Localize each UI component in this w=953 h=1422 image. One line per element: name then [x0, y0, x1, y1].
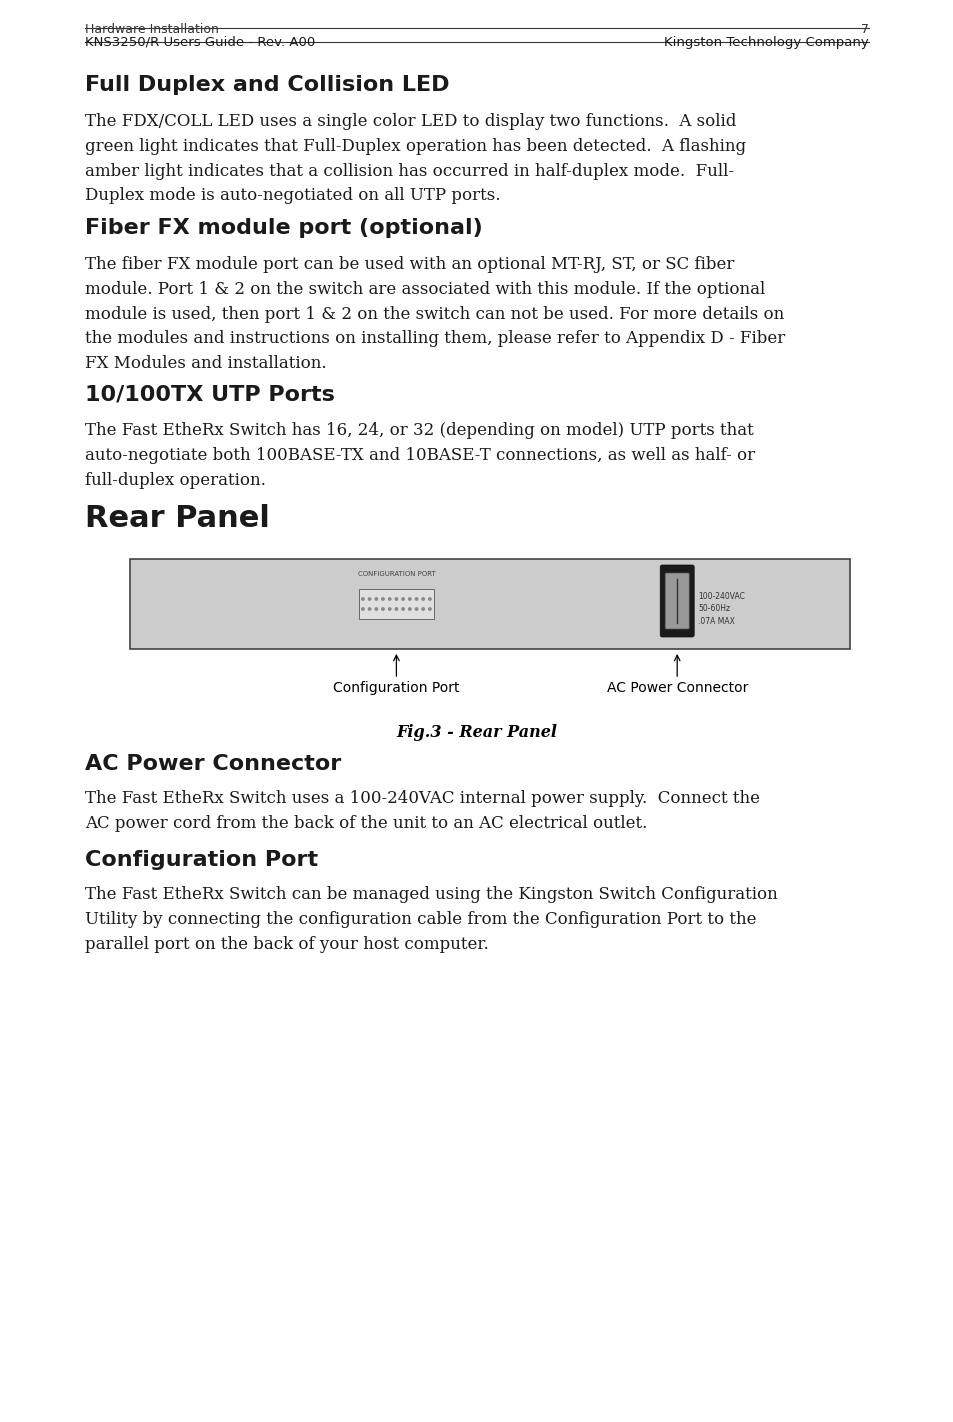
- Text: AC Power Connector: AC Power Connector: [85, 754, 341, 774]
- Circle shape: [408, 597, 411, 600]
- Text: Hardware Installation: Hardware Installation: [85, 23, 218, 36]
- Circle shape: [388, 597, 391, 600]
- Circle shape: [361, 607, 364, 610]
- Text: CONFIGURATION PORT: CONFIGURATION PORT: [357, 572, 435, 577]
- Text: Configuration Port: Configuration Port: [333, 681, 459, 695]
- Text: The fiber FX module port can be used with an optional MT-RJ, ST, or SC fiber
mod: The fiber FX module port can be used wit…: [85, 256, 784, 373]
- Bar: [358, 589, 434, 619]
- Circle shape: [401, 607, 404, 610]
- Text: The FDX/COLL LED uses a single color LED to display two functions.  A solid
gree: The FDX/COLL LED uses a single color LED…: [85, 112, 745, 205]
- Circle shape: [408, 607, 411, 610]
- Circle shape: [368, 607, 371, 610]
- Text: KNS3250/R Users Guide - Rev. A00: KNS3250/R Users Guide - Rev. A00: [85, 36, 314, 48]
- Circle shape: [381, 607, 384, 610]
- Text: Configuration Port: Configuration Port: [85, 850, 317, 870]
- Circle shape: [381, 597, 384, 600]
- Circle shape: [375, 607, 377, 610]
- Bar: [130, 559, 849, 648]
- Circle shape: [421, 597, 424, 600]
- Circle shape: [428, 607, 431, 610]
- Circle shape: [421, 607, 424, 610]
- Text: AC Power Connector: AC Power Connector: [606, 681, 747, 695]
- Text: Fig.3 - Rear Panel: Fig.3 - Rear Panel: [396, 724, 557, 741]
- Text: 7: 7: [861, 23, 868, 36]
- Circle shape: [375, 597, 377, 600]
- Text: Kingston Technology Company: Kingston Technology Company: [663, 36, 868, 48]
- Circle shape: [368, 597, 371, 600]
- Text: The Fast EtheRx Switch uses a 100-240VAC internal power supply.  Connect the
AC : The Fast EtheRx Switch uses a 100-240VAC…: [85, 791, 760, 832]
- Circle shape: [401, 597, 404, 600]
- Text: The Fast EtheRx Switch has 16, 24, or 32 (depending on model) UTP ports that
aut: The Fast EtheRx Switch has 16, 24, or 32…: [85, 422, 755, 489]
- Circle shape: [395, 607, 397, 610]
- Circle shape: [428, 597, 431, 600]
- Text: The Fast EtheRx Switch can be managed using the Kingston Switch Configuration
Ut: The Fast EtheRx Switch can be managed us…: [85, 886, 777, 953]
- Text: 10/100TX UTP Ports: 10/100TX UTP Ports: [85, 384, 335, 404]
- Circle shape: [415, 607, 417, 610]
- Circle shape: [388, 607, 391, 610]
- Text: Fiber FX module port (optional): Fiber FX module port (optional): [85, 218, 482, 237]
- Text: Full Duplex and Collision LED: Full Duplex and Collision LED: [85, 75, 449, 95]
- FancyBboxPatch shape: [659, 565, 694, 637]
- Circle shape: [361, 597, 364, 600]
- Circle shape: [415, 597, 417, 600]
- Text: 100-240VAC
50-60Hz
.07A MAX: 100-240VAC 50-60Hz .07A MAX: [698, 592, 744, 626]
- FancyBboxPatch shape: [664, 573, 688, 629]
- Circle shape: [395, 597, 397, 600]
- Text: Rear Panel: Rear Panel: [85, 503, 270, 533]
